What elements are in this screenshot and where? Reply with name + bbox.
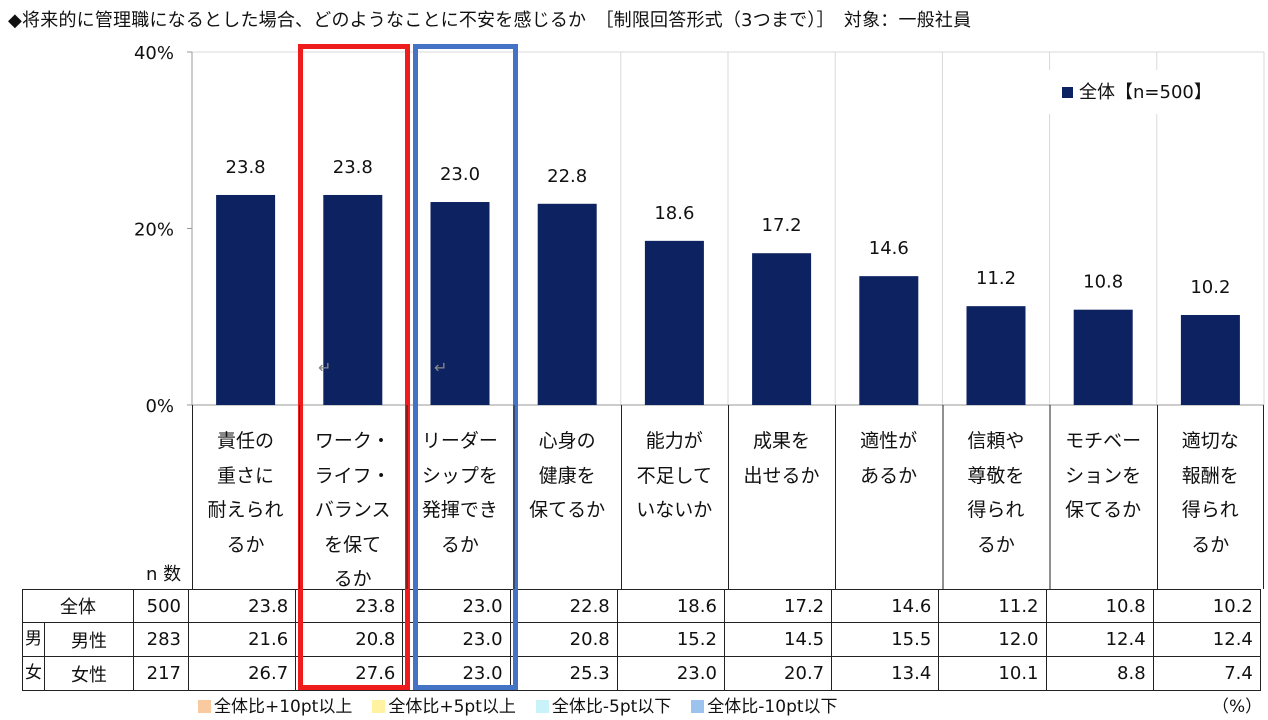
highlight-frame-red <box>298 44 410 690</box>
bar <box>644 240 704 405</box>
category-label: 適切な 報酬を 得られ るか <box>1181 430 1239 556</box>
table-cell: 7.4 <box>1152 656 1261 691</box>
value-label: 23.8 <box>333 157 373 178</box>
comparison-legend: 全体比+10pt以上 全体比+5pt以上 全体比-5pt以下 全体比-10pt以下 <box>198 692 858 717</box>
bar <box>216 194 276 405</box>
value-label: 22.8 <box>547 166 587 187</box>
y-tick-label: 40% <box>134 43 174 64</box>
value-label: 11.2 <box>976 268 1016 289</box>
bar <box>430 202 490 405</box>
table-cell: 12.4 <box>1152 622 1261 657</box>
table-cell: 12.4 <box>1045 622 1154 657</box>
legend-label: 全体【n=500】 <box>1079 82 1212 103</box>
table-cell: 22.8 <box>509 589 618 623</box>
y-axis-ticks: 0% 20% 40% <box>134 43 192 417</box>
table-cell: 15.5 <box>831 622 940 657</box>
comparison-legend-item: 全体比+10pt以上 <box>198 692 352 717</box>
table-cell: 12.0 <box>938 622 1047 657</box>
table-cell: 23.0 <box>616 656 725 691</box>
category-label: 心身の 健康を 保てるか <box>529 430 606 521</box>
table-cell: 20.7 <box>723 656 833 691</box>
return-mark: ↵ <box>434 358 448 377</box>
table-cell: 23.8 <box>295 589 404 623</box>
n-header: n 数 <box>146 564 182 585</box>
y-tick-label: 20% <box>134 220 174 241</box>
return-mark: ↵ <box>318 358 332 377</box>
chart-title: ◆将来的に管理職になるとした場合、どのようなことに不安を感じるか ［制限回答形式… <box>8 10 972 31</box>
table-row: 全体 500 23.8 23.8 23.0 22.8 18.6 17.2 14.6 11.2 10.… <box>22 589 1261 623</box>
row-n: 217 <box>133 656 189 691</box>
row-label: 全体 <box>22 589 134 623</box>
table-row: 女女性 217 26.7 27.6 23.0 25.3 23.0 20.7 13.4 10.1 8.… <box>22 656 1261 691</box>
table-cell: 17.2 <box>723 589 833 623</box>
table-cell: 15.2 <box>616 622 725 657</box>
unit-label: （%） <box>1212 697 1263 717</box>
bar <box>966 306 1026 405</box>
bars <box>216 194 1240 405</box>
chart-legend: 全体【n=500】 <box>1049 70 1227 114</box>
bar <box>1073 309 1133 405</box>
legend-swatch <box>1062 87 1073 98</box>
row-label: 男性 <box>44 622 134 657</box>
y-tick-label: 0% <box>145 396 174 417</box>
value-label: 14.6 <box>869 238 909 259</box>
legend-text: 全体比-10pt以下 <box>707 697 838 717</box>
category-label: 適性が あるか <box>860 430 918 487</box>
table-cell: 20.8 <box>509 622 618 657</box>
table-cell: 23.0 <box>402 622 511 657</box>
table-cell: 13.4 <box>831 656 940 691</box>
legend-swatch <box>198 700 211 713</box>
table-cell: 10.8 <box>1045 589 1154 623</box>
row-label: 女性 <box>44 656 134 691</box>
table-cell: 21.6 <box>187 622 297 657</box>
group-label: 女 <box>22 656 45 691</box>
category-label: 責任の 重さに 耐えられ るか <box>207 430 284 556</box>
value-label: 18.6 <box>654 203 694 224</box>
bar <box>752 253 812 405</box>
comparison-legend-item: 全体比-5pt以下 <box>535 692 672 717</box>
table-cell: 25.3 <box>509 656 618 691</box>
value-label: 23.0 <box>440 164 480 185</box>
category-label: 能力が 不足して いないか <box>636 430 713 521</box>
table-cell: 10.1 <box>938 656 1047 691</box>
table-cell: 8.8 <box>1045 656 1154 691</box>
value-label: 10.8 <box>1083 272 1123 293</box>
row-n: 283 <box>133 622 189 657</box>
bar <box>859 276 919 405</box>
legend-text: 全体比+10pt以上 <box>214 697 353 717</box>
table-row: 男男性 283 21.6 20.8 23.0 20.8 15.2 14.5 15.5 12.0 12… <box>22 622 1261 657</box>
table-cell: 10.2 <box>1152 589 1261 623</box>
legend-swatch <box>372 700 386 713</box>
bar <box>1180 314 1240 405</box>
bar-chart: 23.8 23.8 23.0 22.8 18.6 17.2 14.6 11.2 10.8 10.2… <box>134 43 1265 417</box>
legend-box <box>1049 70 1227 114</box>
table-cell: 18.6 <box>616 589 725 623</box>
legend-swatch <box>691 700 705 713</box>
value-label: 23.8 <box>226 157 266 178</box>
table-cell: 14.5 <box>723 622 833 657</box>
category-label: モチベー ションを 保てるか <box>1065 430 1142 521</box>
group-label: 男 <box>22 622 45 657</box>
table-cell: 11.2 <box>938 589 1047 623</box>
comparison-legend-item: 全体比-10pt以下 <box>691 692 838 717</box>
value-label: 10.2 <box>1190 277 1230 298</box>
legend-text: 全体比-5pt以下 <box>551 697 672 717</box>
row-n: 500 <box>133 589 189 623</box>
bar <box>323 194 383 405</box>
table-cell: 26.7 <box>187 656 297 691</box>
table-cell: 14.6 <box>831 589 940 623</box>
data-table: 全体 500 23.8 23.8 23.0 22.8 18.6 17.2 14.6 11.2 10.… <box>22 589 1261 691</box>
legend-swatch <box>535 700 549 713</box>
highlight-frame-blue <box>413 44 518 690</box>
legend-text: 全体比+5pt以上 <box>388 697 516 717</box>
category-label: 信頼や 尊敬を 得られ るか <box>967 430 1025 556</box>
value-label: 17.2 <box>762 215 802 236</box>
comparison-legend-item: 全体比+5pt以上 <box>372 692 516 717</box>
category-label: 成果を 出せるか <box>743 430 820 487</box>
value-labels: 23.8 23.8 23.0 22.8 18.6 17.2 14.6 11.2 10.8 10.2 <box>226 157 1231 298</box>
table-cell: 23.8 <box>187 589 297 623</box>
bar <box>537 203 597 405</box>
